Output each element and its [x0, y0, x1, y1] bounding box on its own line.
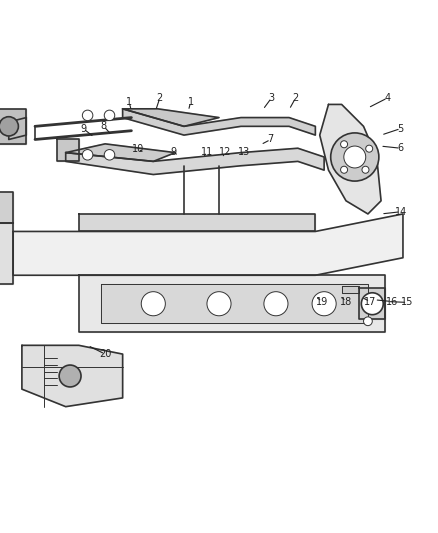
- Text: 8: 8: [101, 122, 107, 131]
- Polygon shape: [0, 109, 26, 144]
- Text: 1: 1: [187, 97, 194, 107]
- Circle shape: [344, 146, 366, 168]
- Polygon shape: [22, 345, 123, 407]
- Circle shape: [104, 150, 115, 160]
- Text: 2: 2: [157, 93, 163, 103]
- Polygon shape: [123, 109, 219, 126]
- Ellipse shape: [141, 292, 165, 316]
- Circle shape: [331, 133, 379, 181]
- Circle shape: [82, 150, 93, 160]
- Polygon shape: [359, 288, 385, 319]
- Circle shape: [366, 145, 373, 152]
- Text: 6: 6: [398, 143, 404, 154]
- Ellipse shape: [312, 292, 336, 316]
- Polygon shape: [66, 148, 324, 174]
- Polygon shape: [9, 118, 26, 140]
- Text: 12: 12: [219, 147, 231, 157]
- Text: 11: 11: [201, 147, 213, 157]
- Text: 7: 7: [268, 134, 274, 144]
- Circle shape: [364, 317, 372, 326]
- Ellipse shape: [264, 292, 288, 316]
- Text: 16: 16: [386, 296, 398, 306]
- Polygon shape: [101, 284, 368, 324]
- Circle shape: [361, 293, 383, 314]
- Text: 2: 2: [293, 93, 299, 103]
- Text: 14: 14: [395, 207, 407, 217]
- Polygon shape: [79, 275, 385, 332]
- Circle shape: [104, 110, 115, 120]
- Text: 1: 1: [126, 97, 132, 107]
- Text: 9: 9: [80, 124, 86, 134]
- Text: 3: 3: [268, 93, 275, 103]
- Polygon shape: [0, 223, 13, 284]
- Text: 17: 17: [364, 296, 376, 306]
- Text: 9: 9: [170, 147, 176, 157]
- Circle shape: [341, 166, 348, 173]
- Text: 18: 18: [340, 296, 352, 306]
- Circle shape: [0, 117, 18, 136]
- Circle shape: [59, 365, 81, 387]
- Polygon shape: [320, 104, 381, 214]
- Text: 15: 15: [401, 297, 413, 308]
- Circle shape: [82, 110, 93, 120]
- Polygon shape: [13, 214, 403, 275]
- Polygon shape: [342, 286, 359, 293]
- Polygon shape: [57, 140, 79, 161]
- Polygon shape: [0, 192, 13, 223]
- Circle shape: [341, 141, 348, 148]
- Circle shape: [362, 166, 369, 173]
- Text: 5: 5: [398, 124, 404, 134]
- Text: 4: 4: [385, 93, 391, 103]
- Text: 13: 13: [238, 147, 251, 157]
- Text: 10: 10: [132, 144, 144, 154]
- Text: 19: 19: [316, 296, 328, 306]
- Polygon shape: [79, 214, 315, 231]
- Ellipse shape: [207, 292, 231, 316]
- Text: 20: 20: [99, 349, 111, 359]
- Polygon shape: [123, 109, 315, 135]
- Polygon shape: [66, 144, 175, 161]
